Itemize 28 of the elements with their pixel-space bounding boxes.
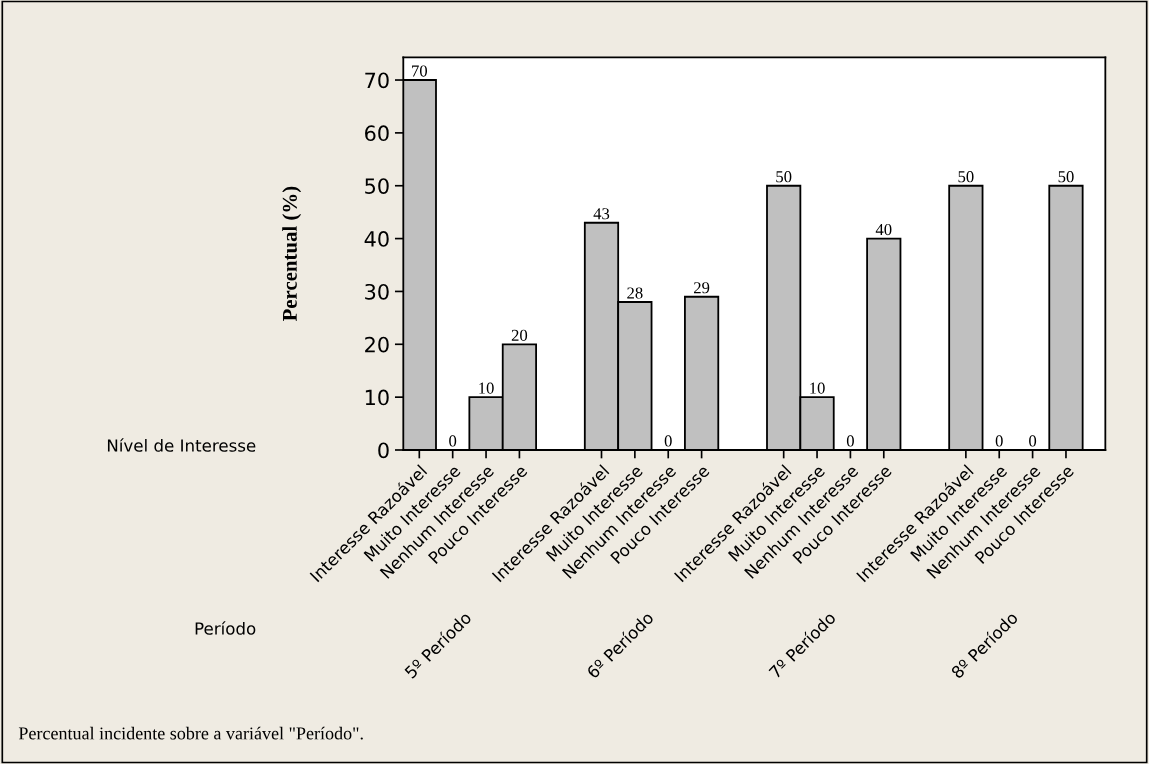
y-tick-label: 20 [365,336,389,353]
data-label: 10 [479,382,494,394]
data-label: 20 [511,329,528,341]
data-label: 0 [846,435,854,447]
text: Período [195,621,256,635]
data-label: 70 [412,65,428,77]
y-tick-label: 40 [364,231,389,247]
data-label: 50 [1058,171,1074,183]
data-label: 0 [449,435,457,447]
data-label: 10 [810,382,825,394]
data-label: 50 [958,171,974,183]
y-tick-label: 50 [365,178,389,194]
data-label: 43 [593,208,610,220]
data-label: 50 [776,171,792,183]
text: Percentual incidente sobre a variável "Período". [18,726,363,740]
y-tick-label: 70 [365,72,389,89]
data-label: 29 [694,282,710,294]
data-label: 0 [995,435,1003,447]
data-label: 28 [627,287,643,299]
data-label: 40 [875,223,892,236]
text: Nível de Interesse [107,438,256,452]
data-label: 0 [1029,435,1037,447]
y-tick-label: 30 [365,283,389,300]
data-label: 0 [664,435,672,447]
y-axis-title: Percentual (%) [282,186,302,322]
y-tick-label: 0 [378,442,389,459]
y-tick-label: 60 [365,125,389,142]
y-tick-label: 10 [365,389,389,406]
